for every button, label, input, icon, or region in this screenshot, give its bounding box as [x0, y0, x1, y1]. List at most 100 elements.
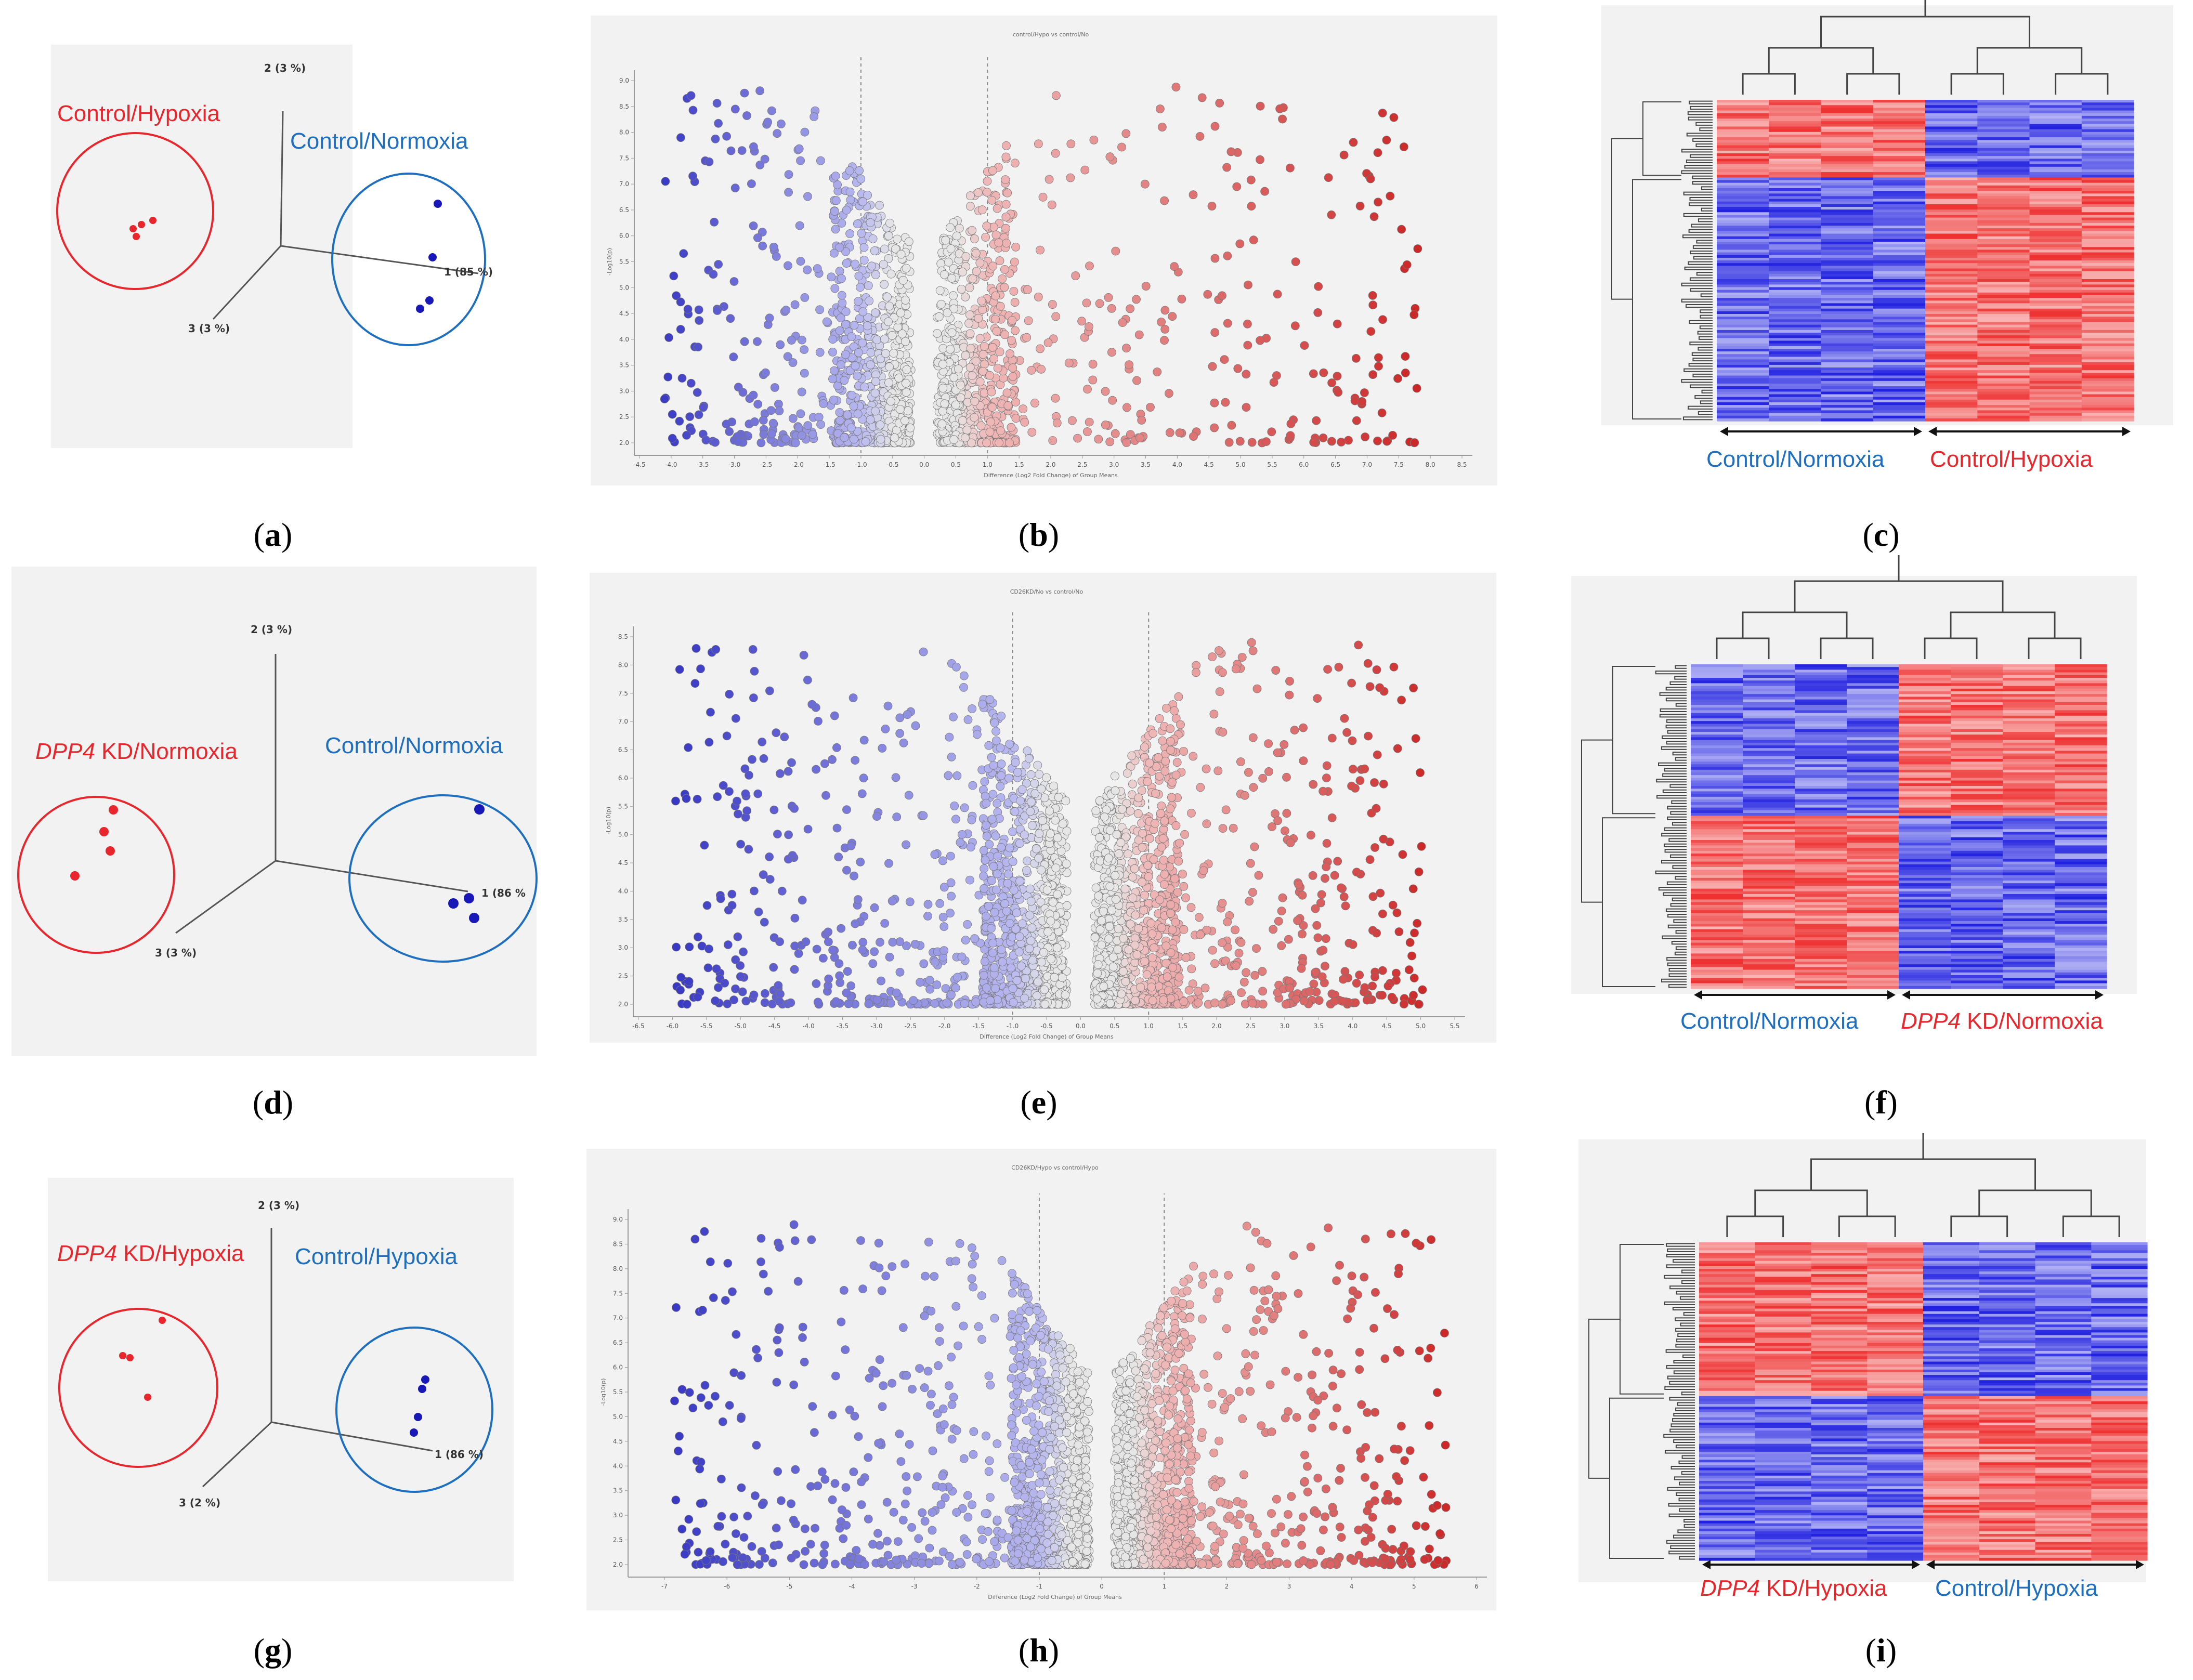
- volcano-point: [1327, 210, 1336, 219]
- volcano-point: [1168, 312, 1177, 321]
- volcano-point: [971, 248, 981, 258]
- volcano-e-x-tick-label: 2.5: [1246, 1022, 1256, 1030]
- volcano-point: [875, 201, 884, 210]
- volcano-point: [1411, 734, 1420, 743]
- volcano-point: [1151, 819, 1159, 828]
- pca-a-axis-3: [212, 245, 282, 320]
- volcano-point: [682, 794, 691, 803]
- volcano-point: [1339, 892, 1349, 901]
- volcano-point: [1134, 924, 1143, 933]
- volcano-point: [840, 433, 849, 442]
- volcano-point: [1290, 726, 1299, 734]
- volcano-point: [1277, 941, 1286, 950]
- volcano-point: [956, 380, 965, 390]
- volcano-point: [1168, 963, 1177, 972]
- volcano-h-y-tick-label: 8.5: [613, 1240, 623, 1248]
- volcano-point: [1227, 421, 1236, 430]
- volcano-point: [832, 823, 842, 833]
- volcano-point: [1360, 388, 1369, 397]
- volcano-point: [1160, 870, 1169, 879]
- volcano-point: [791, 438, 800, 448]
- volcano-point: [982, 832, 991, 841]
- volcano-b-x-tick-label: 4.5: [1204, 461, 1214, 468]
- pca-a-axis-label-1: 1 (85 %): [444, 266, 493, 278]
- volcano-point: [997, 771, 1006, 780]
- volcano-point: [1104, 854, 1113, 863]
- volcano-point: [1254, 871, 1263, 880]
- volcano-point: [1316, 898, 1325, 908]
- volcano-point: [845, 166, 854, 175]
- volcano-h-y-tick-label: 5.0: [613, 1413, 623, 1420]
- volcano-point: [1140, 957, 1150, 966]
- volcano-point: [835, 243, 844, 252]
- volcano-point: [880, 334, 889, 344]
- volcano-point: [1352, 868, 1361, 877]
- volcano-point: [988, 343, 997, 352]
- volcano-point: [749, 221, 758, 230]
- volcano-point: [977, 296, 986, 306]
- volcano-point: [925, 976, 934, 985]
- volcano-point: [1008, 363, 1017, 373]
- volcano-point: [733, 932, 742, 941]
- volcano-point: [1280, 826, 1289, 835]
- volcano-point: [693, 795, 702, 804]
- volcano-point: [686, 378, 696, 388]
- volcano-point: [1416, 768, 1425, 777]
- volcano-point: [787, 336, 796, 345]
- volcano-b-y-tick-label: 8.0: [619, 129, 629, 136]
- volcano-point: [1231, 961, 1241, 970]
- volcano-point: [1242, 370, 1251, 379]
- volcano-point: [1058, 973, 1067, 982]
- volcano-point: [1372, 665, 1381, 674]
- volcano-point: [1239, 978, 1249, 987]
- volcano-point: [828, 946, 837, 955]
- volcano-point: [1147, 929, 1157, 938]
- volcano-b-x-tick-label: 4.0: [1172, 461, 1182, 468]
- volcano-point: [1250, 842, 1259, 851]
- volcano-point: [1000, 265, 1009, 274]
- volcano-point: [1394, 927, 1404, 936]
- volcano-point: [1160, 817, 1169, 825]
- volcano-point: [1158, 736, 1167, 745]
- volcano-point: [1209, 710, 1219, 719]
- volcano-point: [966, 191, 975, 201]
- volcano-point: [671, 1495, 681, 1505]
- volcano-point: [989, 354, 999, 363]
- volcano-point: [1333, 372, 1342, 380]
- volcano-point: [866, 348, 876, 357]
- volcano-point: [960, 803, 969, 812]
- volcano-h-y-tick-label: 4.5: [613, 1438, 623, 1445]
- volcano-point: [1441, 1440, 1450, 1450]
- volcano-point: [1372, 928, 1381, 938]
- volcano-point: [1196, 930, 1205, 939]
- volcano-point: [1025, 944, 1034, 953]
- volcano-point: [1089, 135, 1099, 145]
- volcano-point: [734, 437, 743, 446]
- volcano-point: [709, 270, 718, 279]
- volcano-point: [1178, 870, 1187, 878]
- volcano-point: [1128, 872, 1137, 882]
- volcano-point: [1013, 768, 1022, 777]
- volcano-point: [1051, 863, 1061, 873]
- volcano-point: [836, 416, 845, 425]
- volcano-point: [1112, 830, 1121, 839]
- volcano-point: [1121, 129, 1131, 138]
- volcano-point: [958, 267, 967, 277]
- volcano-e-x-tick-label: 1.0: [1144, 1022, 1154, 1030]
- volcano-point: [1285, 690, 1294, 700]
- volcano-point: [711, 645, 721, 654]
- volcano-point: [949, 291, 958, 300]
- volcano-point: [1001, 224, 1010, 233]
- volcano-point: [1047, 954, 1055, 964]
- volcano-point: [980, 388, 989, 398]
- volcano-b-x-tick-label: 8.5: [1457, 461, 1467, 468]
- volcano-point: [1008, 984, 1017, 993]
- volcano-point: [1311, 968, 1320, 977]
- volcano-point: [980, 864, 989, 873]
- volcano-point: [1264, 767, 1273, 776]
- volcano-b-y-tick-label: 8.5: [619, 103, 629, 110]
- volcano-point: [1144, 872, 1153, 881]
- volcano-point: [1309, 979, 1319, 989]
- volcano-e-x-tick-label: -0.5: [1040, 1022, 1052, 1030]
- pca-d-point: [106, 846, 115, 856]
